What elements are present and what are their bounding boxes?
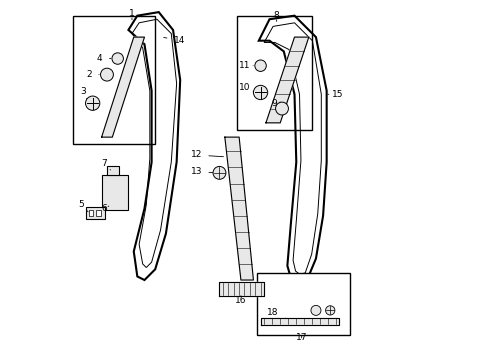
Bar: [85, 207, 105, 219]
Bar: [237, 16, 312, 130]
Bar: [102, 175, 128, 210]
Text: 11: 11: [238, 61, 253, 70]
Circle shape: [253, 85, 267, 100]
Text: 5: 5: [78, 200, 88, 212]
Circle shape: [85, 96, 100, 111]
Text: 1: 1: [129, 9, 135, 20]
Bar: [73, 16, 155, 144]
Polygon shape: [265, 37, 308, 123]
Polygon shape: [219, 282, 264, 296]
Bar: [107, 166, 119, 175]
Text: 7: 7: [102, 159, 110, 170]
Circle shape: [254, 60, 266, 71]
Text: 16: 16: [235, 296, 246, 305]
Circle shape: [310, 305, 320, 315]
Circle shape: [213, 166, 225, 179]
Text: 2: 2: [86, 70, 99, 79]
Text: 4: 4: [97, 54, 111, 63]
Bar: [89, 210, 93, 216]
Circle shape: [275, 102, 288, 115]
Circle shape: [112, 53, 123, 64]
Polygon shape: [224, 137, 253, 280]
Text: 6: 6: [102, 204, 108, 213]
Text: 18: 18: [267, 309, 285, 318]
Polygon shape: [102, 37, 144, 137]
Text: 8: 8: [273, 11, 279, 22]
Text: 10: 10: [238, 83, 253, 92]
Text: 17: 17: [295, 333, 307, 342]
Text: 13: 13: [190, 167, 212, 176]
Text: 15: 15: [327, 90, 343, 99]
Polygon shape: [260, 318, 339, 325]
Bar: [96, 210, 101, 216]
Text: 14: 14: [163, 36, 185, 45]
Bar: [257, 273, 349, 336]
Text: 3: 3: [80, 87, 87, 101]
Circle shape: [101, 68, 113, 81]
Text: 9: 9: [270, 99, 280, 108]
Text: 12: 12: [190, 150, 223, 159]
Circle shape: [325, 306, 334, 315]
